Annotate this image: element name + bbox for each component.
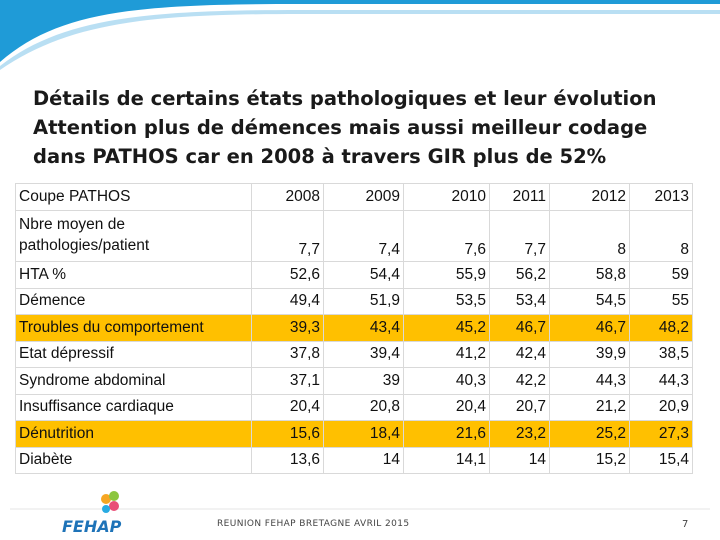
value-cell: 40,3 — [403, 367, 490, 395]
value-cell: 8 — [629, 210, 693, 262]
value-cell: 44,3 — [629, 367, 693, 395]
value-cell: 53,5 — [403, 287, 490, 315]
value-cell: 21,2 — [549, 393, 630, 421]
slide-title: Détails de certains états pathologiques … — [33, 84, 703, 171]
value-cell: 42,4 — [489, 340, 550, 368]
value-cell: 51,9 — [323, 287, 404, 315]
header-swoosh-decoration — [0, 0, 720, 70]
value-cell: 14,1 — [403, 446, 490, 474]
title-line-3: dans PATHOS car en 2008 à travers GIR pl… — [33, 145, 607, 168]
value-cell: 39,3 — [251, 314, 324, 342]
header-cell: 2010 — [403, 183, 490, 211]
value-cell: 15,4 — [629, 446, 693, 474]
row-label: Diabète — [15, 446, 252, 474]
value-cell: 56,2 — [489, 261, 550, 289]
value-cell: 8 — [549, 210, 630, 262]
value-cell: 54,5 — [549, 287, 630, 315]
value-cell: 23,2 — [489, 420, 550, 448]
value-cell: 39,9 — [549, 340, 630, 368]
value-cell: 52,6 — [251, 261, 324, 289]
fehap-flower-icon — [101, 491, 119, 513]
table-row: Etat dépressif 37,8 39,4 41,2 42,4 39,9 38,5 — [15, 340, 693, 368]
value-cell: 48,2 — [629, 314, 693, 342]
value-cell: 43,4 — [323, 314, 404, 342]
value-cell: 39,4 — [323, 340, 404, 368]
header-cell: 2013 — [629, 183, 693, 211]
value-cell: 49,4 — [251, 287, 324, 315]
row-label: Syndrome abdominal — [15, 367, 252, 395]
value-cell: 14 — [323, 446, 404, 474]
table-row: Diabète 13,6 14 14,1 14 15,2 15,4 — [15, 446, 693, 474]
value-cell: 7,7 — [251, 210, 324, 262]
value-cell: 46,7 — [549, 314, 630, 342]
fehap-logo: FEHAP — [62, 491, 122, 536]
value-cell: 41,2 — [403, 340, 490, 368]
table-header-row: Coupe PATHOS 2008 2009 2010 2011 2012 20… — [15, 183, 693, 211]
pathos-table: Coupe PATHOS 2008 2009 2010 2011 2012 20… — [15, 183, 693, 474]
value-cell: 7,4 — [323, 210, 404, 262]
value-cell: 59 — [629, 261, 693, 289]
page-number: 7 — [682, 519, 689, 530]
table-row: Insuffisance cardiaque 20,4 20,8 20,4 20,7 21… — [15, 393, 693, 421]
value-cell: 27,3 — [629, 420, 693, 448]
table-row: Syndrome abdominal 37,1 39 40,3 42,2 44,3 44,3 — [15, 367, 693, 395]
value-cell: 20,4 — [403, 393, 490, 421]
footer-divider — [10, 508, 710, 510]
table-row: Démence 49,4 51,9 53,5 53,4 54,5 55 — [15, 287, 693, 315]
header-cell: 2012 — [549, 183, 630, 211]
row-label: Nbre moyen de pathologies/patient — [15, 210, 252, 262]
value-cell: 18,4 — [323, 420, 404, 448]
value-cell: 46,7 — [489, 314, 550, 342]
row-label: Insuffisance cardiaque — [15, 393, 252, 421]
value-cell: 55 — [629, 287, 693, 315]
value-cell: 14 — [489, 446, 550, 474]
row-label: Etat dépressif — [15, 340, 252, 368]
value-cell: 54,4 — [323, 261, 404, 289]
value-cell: 53,4 — [489, 287, 550, 315]
value-cell: 20,8 — [323, 393, 404, 421]
footer-text: REUNION FEHAP BRETAGNE AVRIL 2015 — [217, 519, 410, 529]
value-cell: 39 — [323, 367, 404, 395]
header-cell: 2011 — [489, 183, 550, 211]
title-line-1: Détails de certains états pathologiques … — [33, 87, 657, 110]
value-cell: 20,7 — [489, 393, 550, 421]
header-cell: 2008 — [251, 183, 324, 211]
header-cell: Coupe PATHOS — [15, 183, 252, 211]
value-cell: 7,6 — [403, 210, 490, 262]
header-cell: 2009 — [323, 183, 404, 211]
value-cell: 58,8 — [549, 261, 630, 289]
value-cell: 44,3 — [549, 367, 630, 395]
value-cell: 38,5 — [629, 340, 693, 368]
table-row: HTA % 52,6 54,4 55,9 56,2 58,8 59 — [15, 261, 693, 289]
table-row: Nbre moyen de pathologies/patient 7,7 7,4 7… — [15, 210, 693, 262]
value-cell: 21,6 — [403, 420, 490, 448]
logo-text: FEHAP — [62, 517, 122, 536]
row-label: Troubles du comportement — [15, 314, 252, 342]
value-cell: 20,4 — [251, 393, 324, 421]
value-cell: 37,8 — [251, 340, 324, 368]
value-cell: 45,2 — [403, 314, 490, 342]
table-row: Dénutrition 15,6 18,4 21,6 23,2 25,2 27,3 — [15, 420, 693, 448]
value-cell: 15,2 — [549, 446, 630, 474]
value-cell: 25,2 — [549, 420, 630, 448]
row-label: HTA % — [15, 261, 252, 289]
value-cell: 7,7 — [489, 210, 550, 262]
row-label: Démence — [15, 287, 252, 315]
value-cell: 15,6 — [251, 420, 324, 448]
value-cell: 13,6 — [251, 446, 324, 474]
value-cell: 37,1 — [251, 367, 324, 395]
table-row: Troubles du comportement 39,3 43,4 45,2 46,7… — [15, 314, 693, 342]
value-cell: 42,2 — [489, 367, 550, 395]
row-label: Dénutrition — [15, 420, 252, 448]
title-line-2: Attention plus de démences mais aussi me… — [33, 116, 648, 139]
value-cell: 20,9 — [629, 393, 693, 421]
value-cell: 55,9 — [403, 261, 490, 289]
